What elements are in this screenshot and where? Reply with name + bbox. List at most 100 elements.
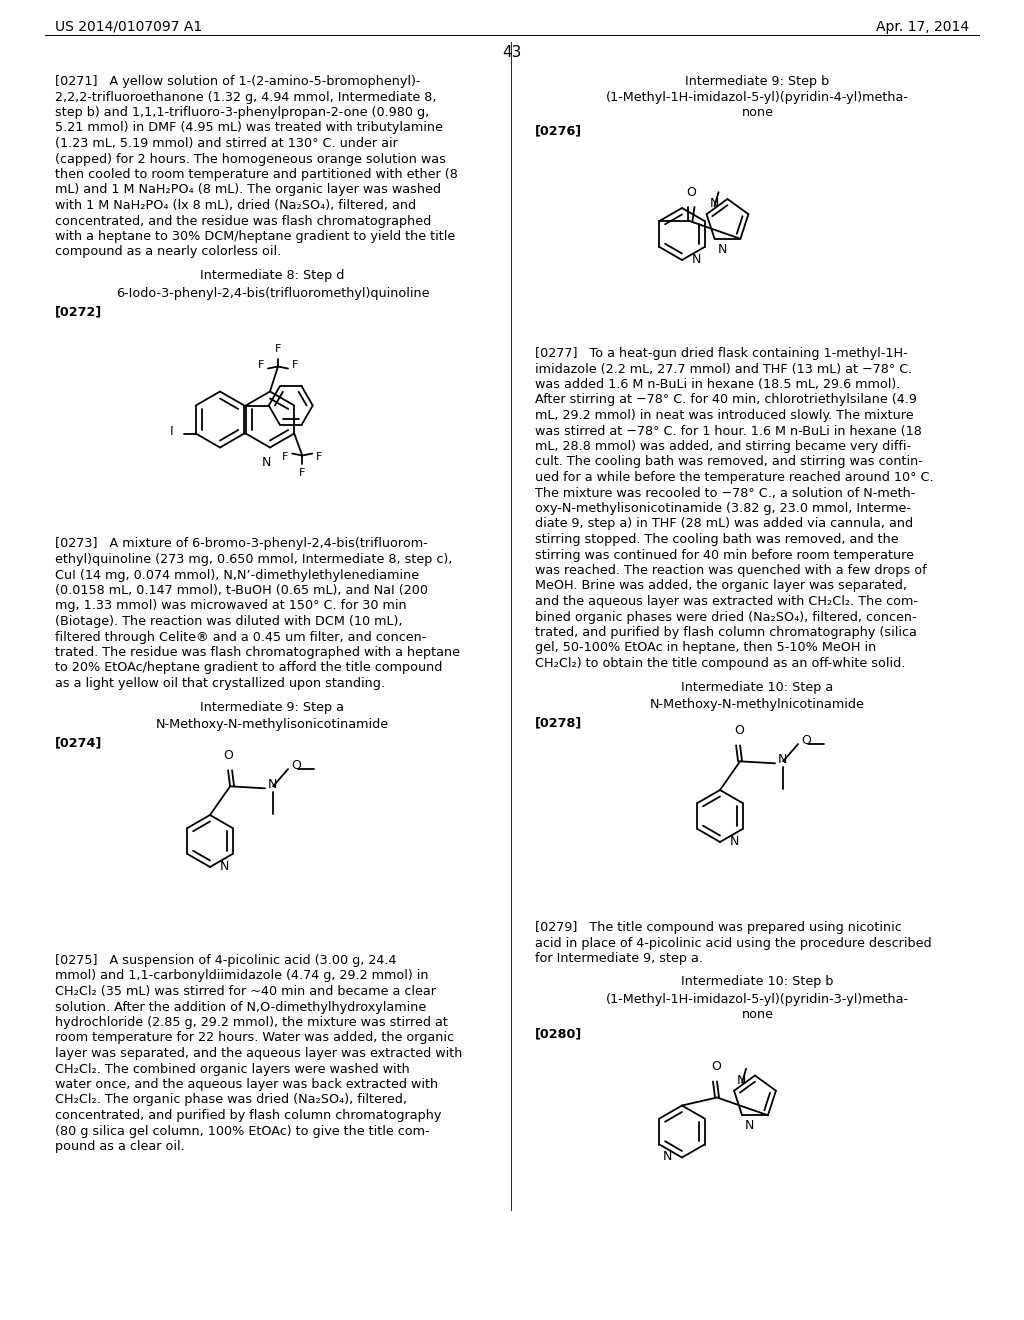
Text: F: F [292,359,298,370]
Text: Intermediate 10: Step b: Intermediate 10: Step b [681,975,834,989]
Text: Intermediate 10: Step a: Intermediate 10: Step a [681,681,834,693]
Text: US 2014/0107097 A1: US 2014/0107097 A1 [55,20,203,34]
Text: (Biotage). The reaction was diluted with DCM (10 mL),: (Biotage). The reaction was diluted with… [55,615,402,628]
Text: MeOH. Brine was added, the organic layer was separated,: MeOH. Brine was added, the organic layer… [535,579,907,593]
Text: trated. The residue was flash chromatographed with a heptane: trated. The residue was flash chromatogr… [55,645,460,659]
Text: 5.21 mmol) in DMF (4.95 mL) was treated with tributylamine: 5.21 mmol) in DMF (4.95 mL) was treated … [55,121,442,135]
Text: O: O [686,186,696,199]
Text: 43: 43 [503,45,521,59]
Text: N: N [745,1119,755,1133]
Text: acid in place of 4-picolinic acid using the procedure described: acid in place of 4-picolinic acid using … [535,936,932,949]
Text: mmol) and 1,1-carbonyldiimidazole (4.74 g, 29.2 mmol) in: mmol) and 1,1-carbonyldiimidazole (4.74 … [55,969,428,982]
Text: for Intermediate 9, step a.: for Intermediate 9, step a. [535,952,703,965]
Text: with 1 M NaH₂PO₄ (lx 8 mL), dried (Na₂SO₄), filtered, and: with 1 M NaH₂PO₄ (lx 8 mL), dried (Na₂SO… [55,199,416,213]
Text: N: N [692,253,701,267]
Text: concentrated, and the residue was flash chromatographed: concentrated, and the residue was flash … [55,214,431,227]
Text: Intermediate 8: Step d: Intermediate 8: Step d [201,269,345,282]
Text: O: O [223,750,233,763]
Text: bined organic phases were dried (Na₂SO₄), filtered, concen-: bined organic phases were dried (Na₂SO₄)… [535,610,916,623]
Text: oxy-N-methylisonicotinamide (3.82 g, 23.0 mmol, Interme-: oxy-N-methylisonicotinamide (3.82 g, 23.… [535,502,911,515]
Text: F: F [258,359,264,370]
Text: (0.0158 mL, 0.147 mmol), t-BuOH (0.65 mL), and NaI (200: (0.0158 mL, 0.147 mmol), t-BuOH (0.65 mL… [55,583,428,597]
Text: imidazole (2.2 mL, 27.7 mmol) and THF (13 mL) at −78° C.: imidazole (2.2 mL, 27.7 mmol) and THF (1… [535,363,912,375]
Text: Intermediate 9: Step b: Intermediate 9: Step b [685,75,829,88]
Text: [0278]: [0278] [535,717,583,730]
Text: mL, 28.8 mmol) was added, and stirring became very diffi-: mL, 28.8 mmol) was added, and stirring b… [535,440,911,453]
Text: O: O [291,759,301,772]
Text: CH₂Cl₂ (35 mL) was stirred for ~40 min and became a clear: CH₂Cl₂ (35 mL) was stirred for ~40 min a… [55,985,436,998]
Text: none: none [741,106,773,119]
Text: mL, 29.2 mmol) in neat was introduced slowly. The mixture: mL, 29.2 mmol) in neat was introduced sl… [535,409,913,422]
Text: was stirred at −78° C. for 1 hour. 1.6 M n-BuLi in hexane (18: was stirred at −78° C. for 1 hour. 1.6 M… [535,425,922,437]
Text: 6-Iodo-3-phenyl-2,4-bis(trifluoromethyl)quinoline: 6-Iodo-3-phenyl-2,4-bis(trifluoromethyl)… [116,286,429,300]
Text: [0277]   To a heat-gun dried flask containing 1-methyl-1H-: [0277] To a heat-gun dried flask contain… [535,347,907,360]
Text: [0279]   The title compound was prepared using nicotinic: [0279] The title compound was prepared u… [535,921,902,935]
Text: F: F [274,345,282,355]
Text: solution. After the addition of N,O-dimethylhydroxylamine: solution. After the addition of N,O-dime… [55,1001,426,1014]
Text: ued for a while before the temperature reached around 10° C.: ued for a while before the temperature r… [535,471,934,484]
Text: diate 9, step a) in THF (28 mL) was added via cannula, and: diate 9, step a) in THF (28 mL) was adde… [535,517,913,531]
Text: After stirring at −78° C. for 40 min, chlorotriethylsilane (4.9: After stirring at −78° C. for 40 min, ch… [535,393,916,407]
Text: O: O [734,725,744,738]
Text: step b) and 1,1,1-trifluoro-3-phenylpropan-2-one (0.980 g,: step b) and 1,1,1-trifluoro-3-phenylprop… [55,106,429,119]
Text: was added 1.6 M n-BuLi in hexane (18.5 mL, 29.6 mmol).: was added 1.6 M n-BuLi in hexane (18.5 m… [535,378,900,391]
Text: CH₂Cl₂. The organic phase was dried (Na₂SO₄), filtered,: CH₂Cl₂. The organic phase was dried (Na₂… [55,1093,407,1106]
Text: (1.23 mL, 5.19 mmol) and stirred at 130° C. under air: (1.23 mL, 5.19 mmol) and stirred at 130°… [55,137,398,150]
Text: N: N [220,861,229,873]
Text: N: N [710,197,719,210]
Text: water once, and the aqueous layer was back extracted with: water once, and the aqueous layer was ba… [55,1078,438,1092]
Text: N-Methoxy-N-methylisonicotinamide: N-Methoxy-N-methylisonicotinamide [156,718,389,731]
Text: was reached. The reaction was quenched with a few drops of: was reached. The reaction was quenched w… [535,564,927,577]
Text: F: F [316,453,323,462]
Text: room temperature for 22 hours. Water was added, the organic: room temperature for 22 hours. Water was… [55,1031,454,1044]
Text: stirring was continued for 40 min before room temperature: stirring was continued for 40 min before… [535,549,914,561]
Text: [0272]: [0272] [55,305,102,318]
Text: O: O [801,734,811,747]
Text: [0280]: [0280] [535,1027,583,1040]
Text: cult. The cooling bath was removed, and stirring was contin-: cult. The cooling bath was removed, and … [535,455,923,469]
Text: hydrochloride (2.85 g, 29.2 mmol), the mixture was stirred at: hydrochloride (2.85 g, 29.2 mmol), the m… [55,1016,447,1030]
Text: and the aqueous layer was extracted with CH₂Cl₂. The com-: and the aqueous layer was extracted with… [535,595,918,609]
Text: CH₂Cl₂) to obtain the title compound as an off-white solid.: CH₂Cl₂) to obtain the title compound as … [535,657,905,671]
Text: trated, and purified by flash column chromatography (silica: trated, and purified by flash column chr… [535,626,916,639]
Text: mg, 1.33 mmol) was microwaved at 150° C. for 30 min: mg, 1.33 mmol) was microwaved at 150° C.… [55,599,407,612]
Text: N: N [778,752,787,766]
Text: none: none [741,1008,773,1022]
Text: compound as a nearly colorless oil.: compound as a nearly colorless oil. [55,246,282,259]
Text: [0275]   A suspension of 4-picolinic acid (3.00 g, 24.4: [0275] A suspension of 4-picolinic acid … [55,954,396,968]
Text: as a light yellow oil that crystallized upon standing.: as a light yellow oil that crystallized … [55,677,385,690]
Text: 2,2,2-trifluoroethanone (1.32 g, 4.94 mmol, Intermediate 8,: 2,2,2-trifluoroethanone (1.32 g, 4.94 mm… [55,91,436,103]
Text: N: N [718,243,727,256]
Text: stirring stopped. The cooling bath was removed, and the: stirring stopped. The cooling bath was r… [535,533,899,546]
Text: filtered through Celite® and a 0.45 um filter, and concen-: filtered through Celite® and a 0.45 um f… [55,631,426,644]
Text: (1-Methyl-1H-imidazol-5-yl)(pyridin-4-yl)metha-: (1-Methyl-1H-imidazol-5-yl)(pyridin-4-yl… [606,91,909,103]
Text: then cooled to room temperature and partitioned with ether (8: then cooled to room temperature and part… [55,168,458,181]
Text: N: N [730,836,739,847]
Text: ethyl)quinoline (273 mg, 0.650 mmol, Intermediate 8, step c),: ethyl)quinoline (273 mg, 0.650 mmol, Int… [55,553,453,566]
Text: The mixture was recooled to −78° C., a solution of N-meth-: The mixture was recooled to −78° C., a s… [535,487,915,499]
Text: N: N [737,1073,746,1086]
Text: I: I [170,425,174,438]
Text: layer was separated, and the aqueous layer was extracted with: layer was separated, and the aqueous lay… [55,1047,463,1060]
Text: [0274]: [0274] [55,737,102,750]
Text: (1-Methyl-1H-imidazol-5-yl)(pyridin-3-yl)metha-: (1-Methyl-1H-imidazol-5-yl)(pyridin-3-yl… [606,993,909,1006]
Text: with a heptane to 30% DCM/heptane gradient to yield the title: with a heptane to 30% DCM/heptane gradie… [55,230,456,243]
Text: [0273]   A mixture of 6-bromo-3-phenyl-2,4-bis(trifluorom-: [0273] A mixture of 6-bromo-3-phenyl-2,4… [55,537,428,550]
Text: to 20% EtOAc/heptane gradient to afford the title compound: to 20% EtOAc/heptane gradient to afford … [55,661,442,675]
Text: N-Methoxy-N-methylnicotinamide: N-Methoxy-N-methylnicotinamide [650,698,865,711]
Text: O: O [711,1060,721,1073]
Text: F: F [282,453,288,462]
Text: concentrated, and purified by flash column chromatography: concentrated, and purified by flash colu… [55,1109,441,1122]
Text: (capped) for 2 hours. The homogeneous orange solution was: (capped) for 2 hours. The homogeneous or… [55,153,445,165]
Text: N: N [261,455,270,469]
Text: gel, 50-100% EtOAc in heptane, then 5-10% MeOH in: gel, 50-100% EtOAc in heptane, then 5-10… [535,642,877,655]
Text: (80 g silica gel column, 100% EtOAc) to give the title com-: (80 g silica gel column, 100% EtOAc) to … [55,1125,430,1138]
Text: Apr. 17, 2014: Apr. 17, 2014 [876,20,969,34]
Text: mL) and 1 M NaH₂PO₄ (8 mL). The organic layer was washed: mL) and 1 M NaH₂PO₄ (8 mL). The organic … [55,183,441,197]
Text: F: F [299,467,305,478]
Text: [0276]: [0276] [535,124,582,137]
Text: pound as a clear oil.: pound as a clear oil. [55,1140,184,1152]
Text: CuI (14 mg, 0.074 mmol), N,N’-dimethylethylenediamine: CuI (14 mg, 0.074 mmol), N,N’-dimethylet… [55,569,419,582]
Text: CH₂Cl₂. The combined organic layers were washed with: CH₂Cl₂. The combined organic layers were… [55,1063,410,1076]
Text: N: N [268,777,278,791]
